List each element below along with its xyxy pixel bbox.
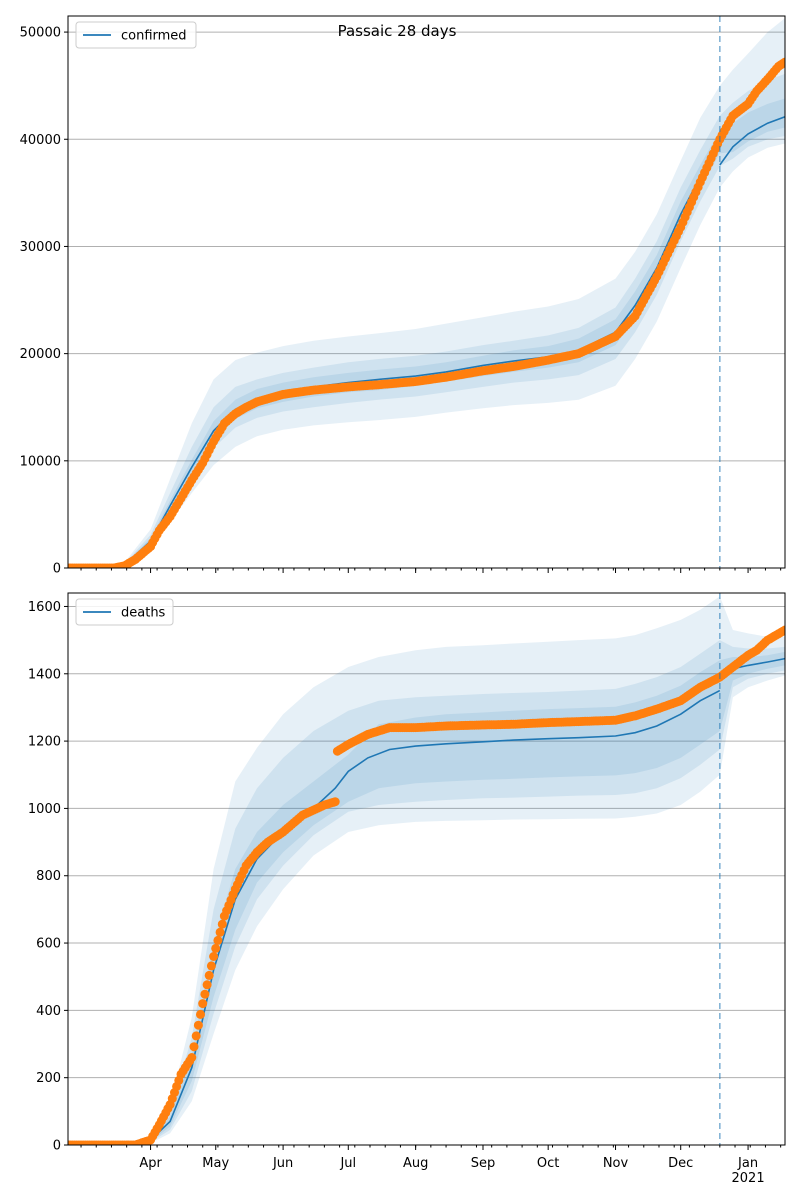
observed-point xyxy=(189,1042,199,1052)
y-tick-label: 1200 xyxy=(28,735,61,750)
observed-point xyxy=(198,999,208,1009)
observed-point xyxy=(206,961,216,971)
x-tick-label: Jul xyxy=(339,1156,356,1171)
x-tick-label: Jan xyxy=(737,1156,758,1171)
axes-frame xyxy=(67,15,786,569)
observed-point xyxy=(187,1053,197,1062)
legend-label: deaths xyxy=(121,606,166,621)
y-tick-label: 40000 xyxy=(20,133,61,148)
observed-point xyxy=(191,1031,201,1041)
axes-frame xyxy=(67,592,786,1146)
plot-area xyxy=(68,596,785,1145)
x-tick-label: Aug xyxy=(403,1156,428,1171)
observed-point xyxy=(200,989,210,999)
legend-label: confirmed xyxy=(121,29,187,44)
observed-point xyxy=(193,1020,203,1030)
y-tick-label: 1400 xyxy=(28,667,61,682)
y-tick-label: 1600 xyxy=(28,600,61,615)
x-tick-label: Jun xyxy=(272,1156,293,1171)
middle-uncertainty-band xyxy=(68,640,720,1145)
observed-point xyxy=(780,57,785,67)
y-tick-label: 20000 xyxy=(20,347,61,362)
observed-point xyxy=(196,1009,205,1019)
observed-point xyxy=(215,927,225,937)
observed-point xyxy=(330,797,340,807)
observed-point xyxy=(213,935,223,945)
deaths-panel: 0 200 400 600 800 1000 1200 1400 1600 Apr May Jun Ju… xyxy=(28,592,786,1186)
legend-box xyxy=(75,21,197,49)
y-tick-label: 0 xyxy=(53,1139,61,1154)
x-tick-label: May xyxy=(202,1156,229,1171)
x-tick-label: Sep xyxy=(471,1156,496,1171)
observed-point xyxy=(211,943,221,953)
inner-uncertainty-band xyxy=(719,651,785,731)
y-tick-label: 400 xyxy=(36,1004,61,1019)
inner-uncertainty-band xyxy=(719,98,785,154)
observed-point xyxy=(202,980,212,990)
confirmed-panel: 0 10000 20000 30000 40000 50000 confirmed xyxy=(20,15,786,577)
observed-point xyxy=(204,970,214,980)
plot-area xyxy=(68,18,785,568)
y-tick-label: 200 xyxy=(36,1071,61,1086)
x-tick-label: Nov xyxy=(603,1156,629,1171)
observed-point xyxy=(209,952,219,961)
y-tick-label: 800 xyxy=(36,869,61,884)
y-tick-label: 10000 xyxy=(20,454,61,469)
outer-uncertainty-band xyxy=(68,85,720,568)
y-tick-label: 600 xyxy=(36,937,61,952)
model-line xyxy=(68,116,785,568)
x-tick-label: Apr xyxy=(139,1156,162,1171)
observed-point xyxy=(217,919,227,929)
middle-uncertainty-band xyxy=(68,115,720,568)
observed-point xyxy=(780,625,785,635)
x-tick-label: Dec xyxy=(668,1156,693,1171)
x-year-label: 2021 xyxy=(732,1171,765,1186)
y-tick-label: 50000 xyxy=(20,26,61,41)
y-tick-label: 30000 xyxy=(20,240,61,255)
figure-title: Passaic 28 days xyxy=(338,22,457,40)
x-tick-label: Oct xyxy=(537,1156,559,1171)
outer-uncertainty-band xyxy=(68,596,720,1145)
legend-box xyxy=(75,598,174,626)
y-tick-label: 0 xyxy=(53,562,61,577)
y-tick-label: 1000 xyxy=(28,802,61,817)
